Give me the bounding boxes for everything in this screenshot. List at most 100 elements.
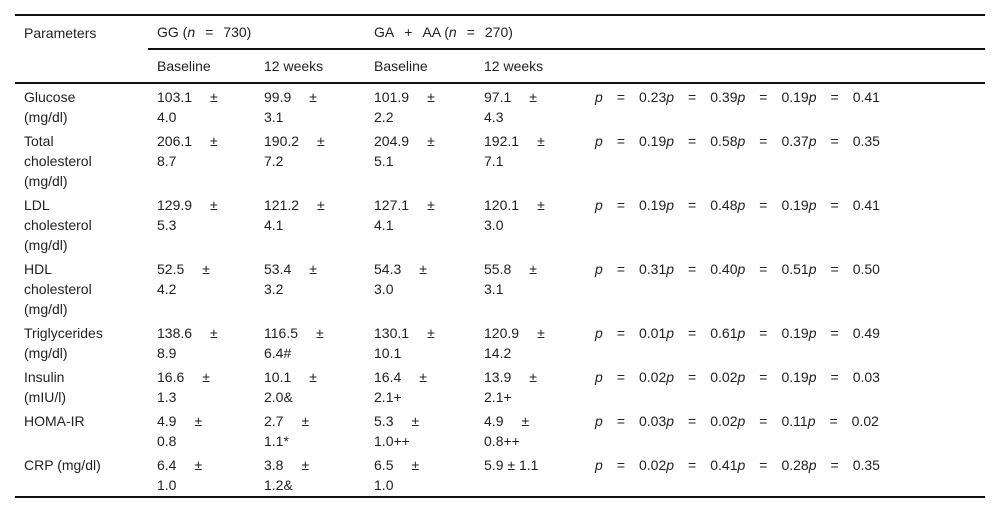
mean-value: 138.6 [157,325,193,341]
parameter-label-line: (mIU/l) [24,389,66,405]
plus-minus-sign: ± [419,369,427,385]
parameter-cell: Insulin (mIU/l) [15,364,148,408]
equals-sign: = [830,133,839,149]
mean-line: 52.5 ± [157,259,255,279]
p-symbol: p [808,133,817,149]
p-value: 0.03 [852,369,880,385]
p-value: 0.37 [781,133,809,149]
plus-minus-sign: ± [309,261,317,277]
mean-value: 97.1 [484,89,512,105]
mean-line: 3.8 ± [264,455,365,475]
plus-minus-sign: ± [411,413,420,429]
sd-value: 2.1+ [374,389,402,405]
p-value: 0.11 [781,413,808,429]
equals-sign: = [688,261,697,277]
mean-value: 55.8 [484,261,512,277]
value-cell: 16.4 ± 2.1+ [365,364,475,408]
results-table: Parameters GG (n = 730) GA + AA (n = 270) Base… [15,14,985,498]
mean-line: 16.4 ± [374,367,475,387]
mean-line: 10.1 ± [264,367,365,387]
p-value: 0.50 [852,261,880,277]
p-symbol: p [666,325,675,341]
p-symbol: p [595,197,603,213]
mean-line: 55.8 ± [484,259,586,279]
plus-minus-sign: ± [194,413,203,429]
value-cell: 54.3 ±3.0 [365,256,475,320]
value-cell: 3.8 ± 1.2& [255,452,365,497]
plus-minus-sign: ± [427,325,435,341]
plus-minus-sign: ± [427,133,435,149]
p-value: 0.49 [852,325,880,341]
plus-minus-sign: ± [210,197,218,213]
p-value: 0.48 [710,197,738,213]
p-value: 0.19 [639,197,667,213]
value-cell: 120.1 ±3.0 [475,192,586,256]
header-p-values [586,49,985,84]
parameter-label-line: CRP (mg/dl) [24,457,101,473]
equals-sign: = [759,457,768,473]
mean-value: 120.1 [484,197,520,213]
mean-line: 13.9 ± [484,367,586,387]
p-value: 0.23 [639,89,667,105]
equals-sign: = [616,261,625,277]
equals-sign: = [759,89,768,105]
sd-value: 1.2& [264,477,293,493]
mean-value: 16.6 [157,369,185,385]
plus-minus-sign: ± [309,369,317,385]
p-symbol: p [666,133,675,149]
value-cell: 129.9 ±5.3 [148,192,255,256]
mean-sd-value: 5.9 ± 1.1 [484,457,539,473]
equals-sign: = [759,413,768,429]
parameter-label-line: Insulin [24,369,65,385]
p-value: 0.02 [851,413,879,429]
p-symbol: p [808,457,817,473]
table-row: Glucose (mg/dl) 103.1 ±4.0 99.9 ±3.1 101.9 ±2.2… [15,83,985,128]
value-cell: 121.2 ±4.1 [255,192,365,256]
equals-sign: = [688,133,697,149]
p-symbol: p [737,89,746,105]
p-symbol: p [595,89,603,105]
header-gg-group: GG (n = 730) [148,15,366,50]
equals-sign: = [688,197,697,213]
mean-value: 130.1 [374,325,410,341]
mean-line: 2.7 ± [264,411,365,431]
p-value: 0.02 [710,413,738,429]
plus-minus-sign: ± [317,197,325,213]
equals-sign: = [759,261,768,277]
plus-minus-sign: ± [419,261,427,277]
equals-sign: = [830,325,839,341]
mean-line: 138.6 ± [157,323,255,343]
p-symbol: p [808,197,817,213]
parameter-cell: CRP (mg/dl) [15,452,148,497]
sd-value: 4.0 [157,109,177,125]
value-cell: 6.4 ±1.0 [148,452,255,497]
table-row: Insulin (mIU/l) 16.6 ±1.3 10.1 ±2.0& 16.4 ±2.1+… [15,364,985,408]
value-cell: 204.9 ±5.1 [365,128,475,192]
sd-value: 14.2 [484,345,512,361]
parameter-cell: Total cholesterol (mg/dl) [15,128,148,192]
value-cell: 10.1 ± 2.0& [255,364,365,408]
plus-minus-sign: ± [529,261,537,277]
mean-value: 127.1 [374,197,410,213]
mean-value: 3.8 [264,457,284,473]
mean-line: 5.3 ± [374,411,475,431]
p-value: 0.01 [639,325,667,341]
sd-value: 7.1 [484,153,504,169]
sd-value: 3.0 [374,281,394,297]
value-cell: 5.3 ±1.0++ [365,408,475,452]
p-values-cell: p = 0.03p = 0.02p = 0.11p = 0.02 [586,408,985,452]
mean-value: 206.1 [157,133,193,149]
table-row: CRP (mg/dl) 6.4 ±1.0 3.8 ±1.2& 6.5 ±1.0 5.9 ± 1… [15,452,985,497]
value-cell: 97.1 ±4.3 [475,83,586,128]
p-symbol: p [737,413,746,429]
sd-value: 3.0 [484,217,504,233]
plus-minus-sign: ± [202,261,210,277]
mean-line: 129.9 ± [157,195,255,215]
sd-value: 2.0& [264,389,293,405]
table-row: Total cholesterol (mg/dl) 206.1 ±8.7 190.2 ±7.… [15,128,985,192]
p-value: 0.28 [781,457,809,473]
value-cell: 52.5 ±4.2 [148,256,255,320]
mean-value: 6.4 [157,457,177,473]
mean-value: 53.4 [264,261,292,277]
sd-value: 4.3 [484,109,504,125]
